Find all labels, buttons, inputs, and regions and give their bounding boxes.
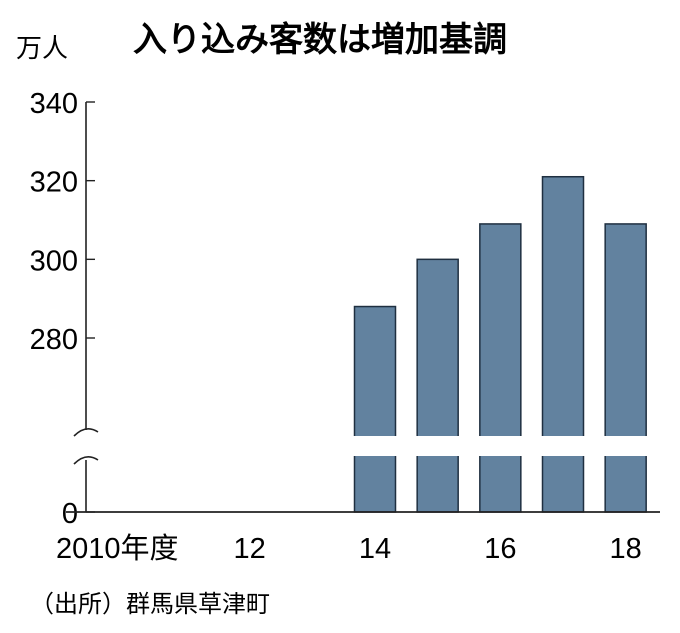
x-tick-label: 16	[484, 533, 516, 565]
x-axis: 2010年度 12 14 16 18	[56, 511, 660, 565]
bar	[541, 175, 585, 513]
x-tick-label: 2010年度	[56, 532, 179, 565]
bar	[416, 258, 459, 513]
bar	[353, 305, 397, 513]
y-tick-label: 340	[30, 88, 78, 120]
x-tick-label: 14	[359, 533, 391, 565]
bars	[87, 175, 661, 513]
axis-break-mark	[73, 456, 99, 465]
y-unit-label: 万人	[16, 34, 68, 64]
y-tick-label: 320	[30, 167, 78, 199]
y-tick-label: 280	[30, 324, 78, 356]
axis-break-gap	[87, 436, 661, 456]
axis-break-mark	[73, 428, 99, 437]
x-tick-label: 12	[234, 533, 266, 565]
chart-title: 入り込み客数は増加基調	[133, 20, 507, 60]
bar	[604, 223, 647, 513]
bar	[479, 223, 522, 513]
y-tick-label: 0	[62, 498, 78, 530]
x-tick-label: 18	[610, 533, 642, 565]
y-tick-label: 300	[30, 245, 78, 277]
source-note: （出所）群馬県草津町	[30, 590, 270, 618]
y-axis: 340 320 300 280 0	[30, 88, 99, 530]
